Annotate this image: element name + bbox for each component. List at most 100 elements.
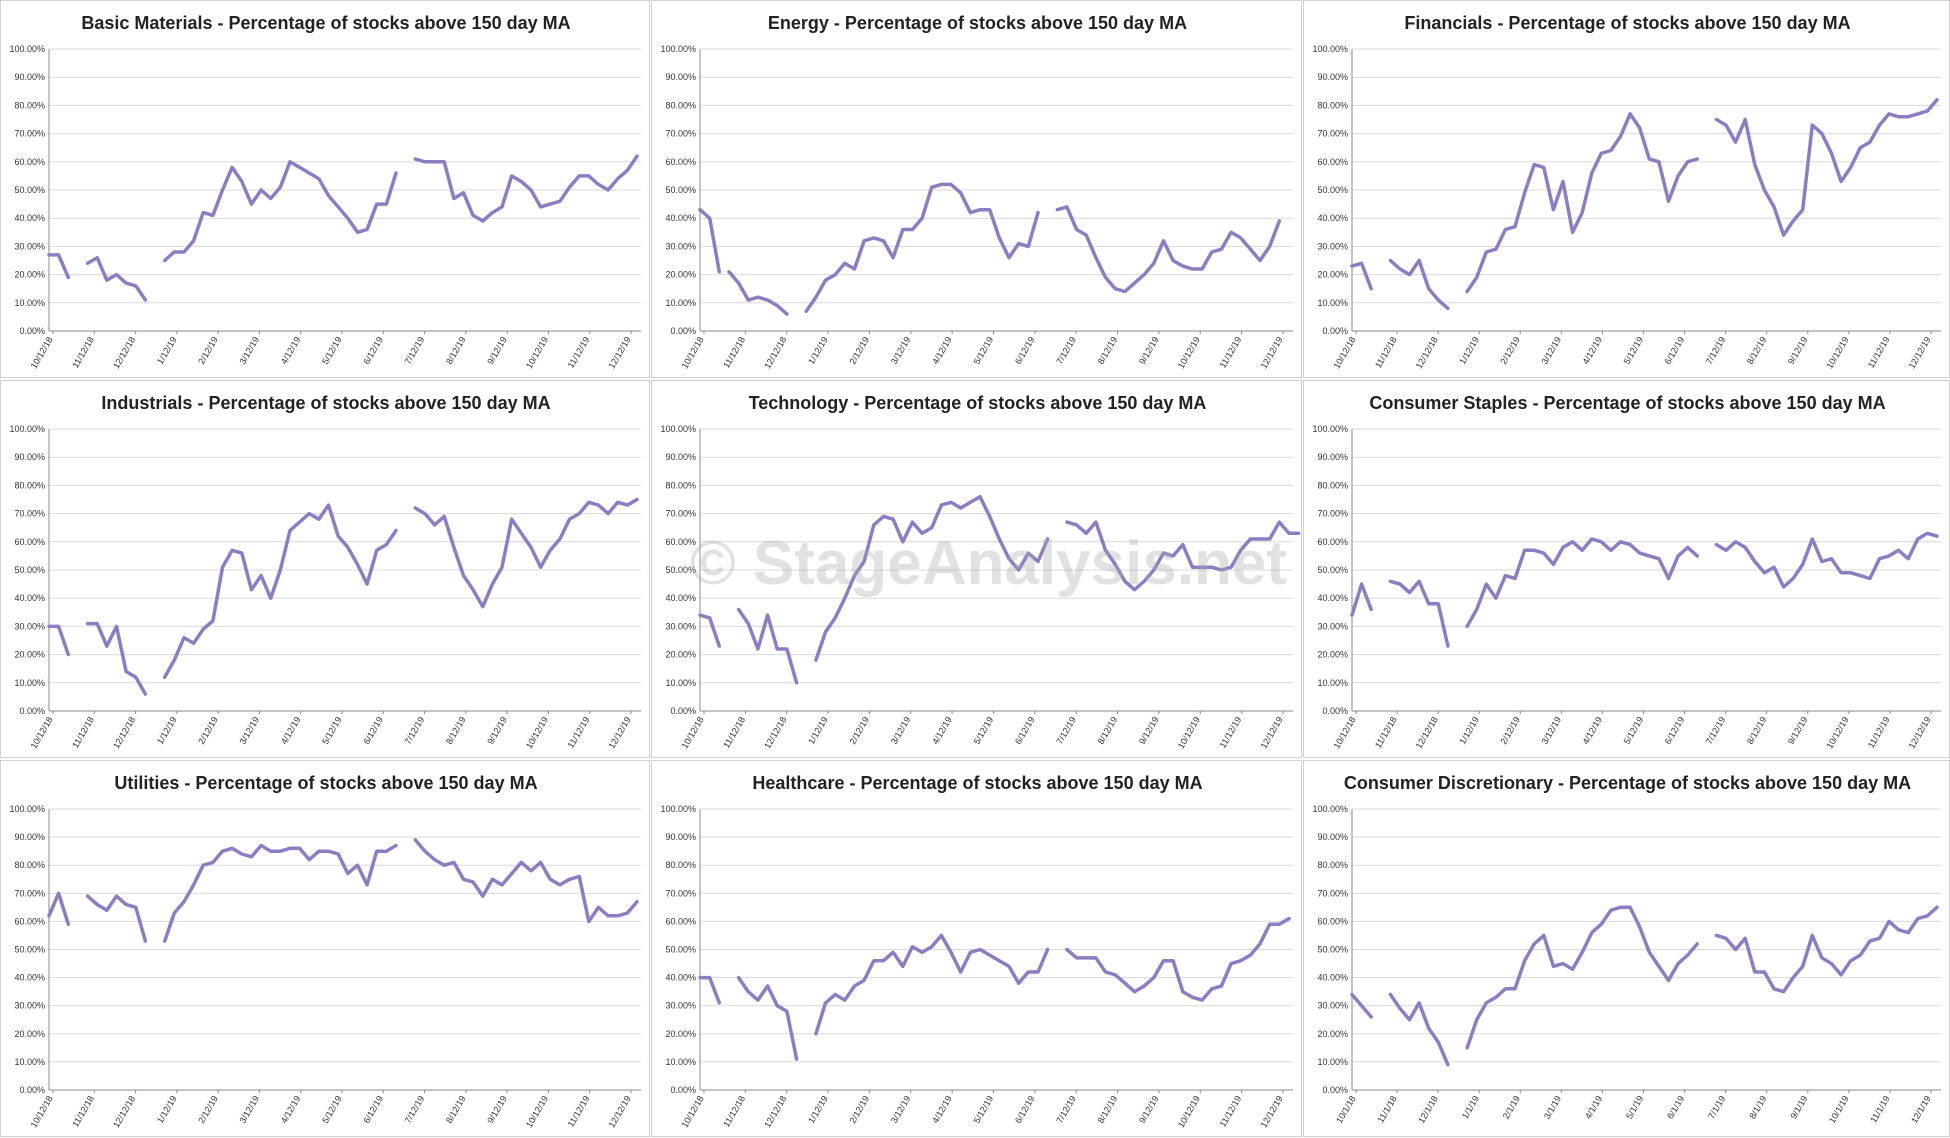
y-tick-label: 90.00% — [14, 832, 45, 842]
series-line — [1065, 520, 1301, 592]
y-tick-label: 40.00% — [1317, 593, 1348, 603]
x-tick-label: 11/1/18 — [1375, 1094, 1398, 1124]
x-tick-label: 7/12/19 — [1704, 335, 1728, 366]
y-tick-label: 10.00% — [1317, 298, 1348, 308]
x-tick-label: 3/12/19 — [889, 715, 913, 746]
x-tick-label: 11/12/19 — [1866, 715, 1892, 750]
y-tick-label: 20.00% — [665, 650, 696, 660]
x-tick-label: 4/12/19 — [279, 715, 303, 746]
x-tick-label: 2/12/19 — [1498, 715, 1522, 746]
series-line — [1350, 992, 1373, 1019]
y-tick-label: 10.00% — [14, 678, 45, 688]
x-tick-label: 10/12/18 — [29, 335, 55, 370]
y-tick-label: 40.00% — [1317, 973, 1348, 983]
x-tick-label: 10/12/18 — [680, 715, 706, 750]
y-tick-label: 80.00% — [1317, 860, 1348, 870]
y-tick-label: 40.00% — [14, 593, 45, 603]
x-tick-label: 4/12/19 — [930, 1094, 954, 1125]
x-tick-label: 4/12/19 — [279, 335, 303, 366]
x-tick-label: 1/12/19 — [155, 715, 179, 746]
chart-panel: Technology - Percentage of stocks above … — [651, 380, 1302, 758]
y-tick-label: 0.00% — [670, 706, 696, 716]
y-tick-label: 40.00% — [665, 213, 696, 223]
chart-panel: Basic Materials - Percentage of stocks a… — [0, 0, 650, 378]
x-tick-label: 2/12/19 — [847, 335, 871, 366]
y-tick-label: 90.00% — [14, 72, 45, 82]
series-line — [804, 182, 1040, 314]
y-tick-label: 70.00% — [665, 129, 696, 139]
y-tick-label: 100.00% — [1312, 424, 1348, 434]
x-tick-label: 5/12/19 — [1622, 335, 1646, 366]
series-line — [47, 624, 71, 657]
series-line — [1388, 258, 1450, 311]
x-tick-label: 6/12/19 — [1663, 335, 1687, 366]
y-tick-label: 70.00% — [665, 509, 696, 519]
x-tick-label: 12/12/19 — [1259, 715, 1285, 750]
x-tick-label: 9/12/19 — [1137, 335, 1161, 366]
series-line — [1388, 579, 1450, 648]
x-tick-label: 8/12/19 — [1096, 335, 1120, 366]
chart-title: Technology - Percentage of stocks above … — [749, 393, 1207, 413]
x-tick-label: 11/12/18 — [70, 715, 96, 750]
chart-svg: Technology - Percentage of stocks above … — [660, 393, 1301, 750]
series-line — [698, 613, 722, 648]
x-tick-label: 11/12/19 — [566, 1094, 592, 1129]
x-tick-label: 7/12/19 — [403, 715, 427, 746]
x-tick-label: 5/12/19 — [320, 1094, 344, 1125]
y-tick-label: 80.00% — [665, 100, 696, 110]
x-tick-label: 9/12/19 — [485, 715, 509, 746]
x-tick-label: 9/12/19 — [485, 335, 509, 366]
x-tick-label: 7/12/19 — [403, 1094, 427, 1125]
y-tick-label: 50.00% — [14, 945, 45, 955]
x-tick-label: 12/12/19 — [607, 715, 633, 750]
x-tick-label: 10/12/19 — [524, 335, 550, 370]
x-tick-label: 10/12/19 — [524, 1094, 550, 1129]
x-tick-label: 6/12/19 — [1013, 335, 1037, 366]
y-tick-label: 50.00% — [14, 185, 45, 195]
chart-panel: Consumer Staples - Percentage of stocks … — [1303, 380, 1950, 758]
x-tick-label: 12/12/19 — [607, 1094, 633, 1129]
y-tick-label: 60.00% — [14, 157, 45, 167]
y-tick-label: 100.00% — [1312, 44, 1348, 54]
series-line — [1465, 905, 1699, 1050]
y-tick-label: 100.00% — [9, 804, 45, 814]
x-tick-label: 3/1/19 — [1542, 1094, 1563, 1121]
x-tick-label: 3/12/19 — [1539, 335, 1563, 366]
x-tick-label: 2/12/19 — [196, 335, 220, 366]
y-tick-label: 60.00% — [665, 916, 696, 926]
y-tick-label: 20.00% — [1317, 270, 1348, 280]
y-tick-label: 70.00% — [1317, 129, 1348, 139]
y-tick-label: 40.00% — [14, 213, 45, 223]
x-tick-label: 11/12/19 — [1218, 335, 1244, 370]
series-line — [47, 891, 71, 926]
x-tick-label: 1/12/19 — [806, 715, 830, 746]
x-tick-label: 12/12/18 — [762, 715, 788, 750]
x-tick-label: 12/1/19 — [1909, 1094, 1933, 1125]
y-tick-label: 90.00% — [1317, 72, 1348, 82]
y-tick-label: 40.00% — [665, 973, 696, 983]
y-tick-label: 100.00% — [9, 424, 45, 434]
y-tick-label: 30.00% — [665, 621, 696, 631]
x-tick-label: 12/12/19 — [1259, 1094, 1285, 1129]
y-tick-label: 30.00% — [14, 1001, 45, 1011]
x-tick-label: 12/12/18 — [762, 335, 788, 370]
series-line — [85, 894, 148, 943]
x-tick-label: 11/12/18 — [721, 1094, 747, 1129]
x-tick-label: 9/12/19 — [1137, 1094, 1161, 1125]
y-tick-label: 30.00% — [665, 241, 696, 251]
series-line — [1714, 905, 1939, 994]
x-tick-label: 11/12/18 — [721, 335, 747, 370]
x-tick-label: 7/1/19 — [1706, 1094, 1727, 1121]
y-tick-label: 10.00% — [1317, 678, 1348, 688]
series-line — [698, 207, 722, 274]
y-tick-label: 90.00% — [1317, 832, 1348, 842]
x-tick-label: 2/1/19 — [1501, 1094, 1522, 1121]
y-tick-label: 50.00% — [1317, 185, 1348, 195]
x-tick-label: 8/1/19 — [1747, 1094, 1768, 1121]
x-tick-label: 6/12/19 — [361, 1094, 385, 1125]
x-tick-label: 10/12/18 — [680, 1094, 706, 1129]
y-tick-label: 10.00% — [665, 298, 696, 308]
x-tick-label: 8/12/19 — [444, 715, 468, 746]
y-tick-label: 50.00% — [1317, 945, 1348, 955]
chart-title: Consumer Discretionary - Percentage of s… — [1344, 773, 1911, 793]
